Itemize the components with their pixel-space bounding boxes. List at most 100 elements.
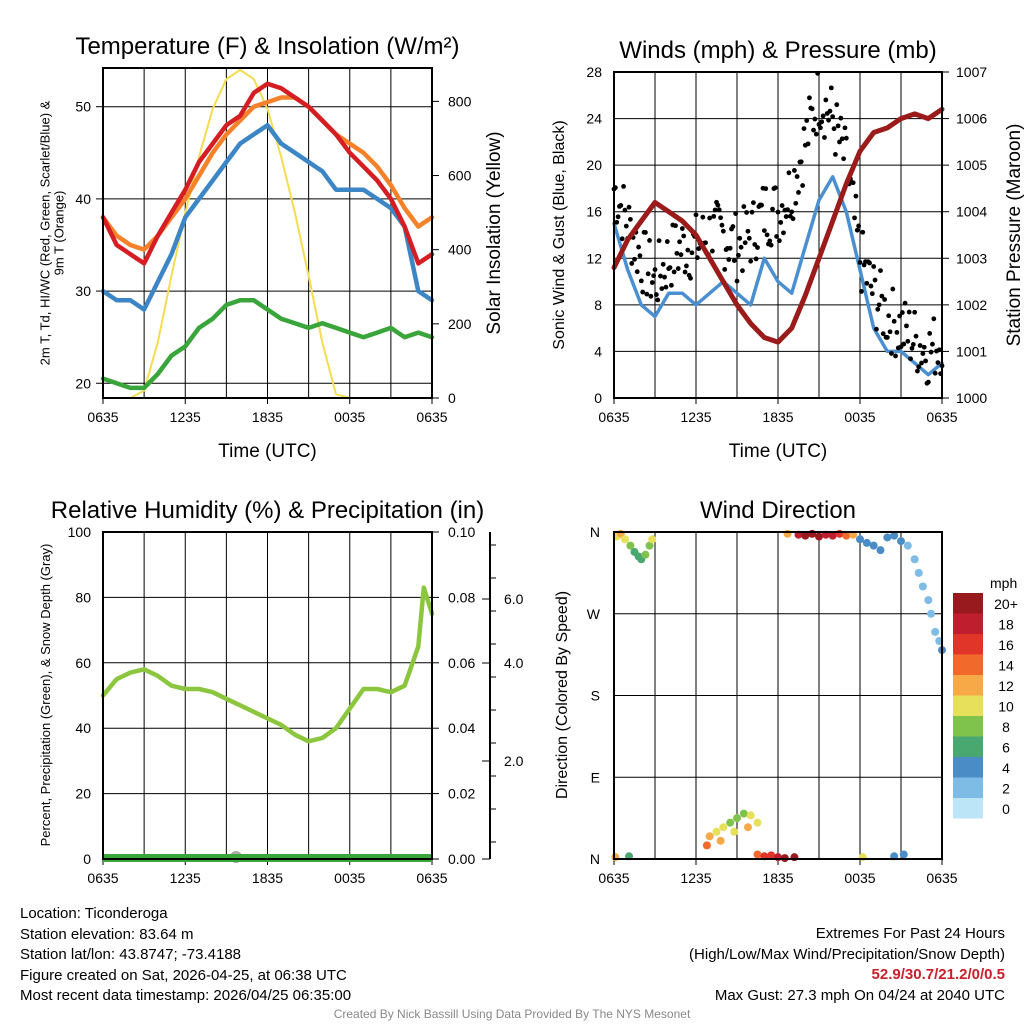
station-info: Location: Ticonderoga Station elevation:… (20, 904, 351, 1007)
y-tick-label: 20 (75, 375, 91, 391)
gust-point (837, 139, 842, 145)
created-text: Figure created on Sat, 2026-04-25, at 06… (20, 966, 347, 984)
gust-point (764, 232, 770, 238)
wind-direction-point (842, 531, 851, 540)
x-axis-label: Time (UTC) (729, 441, 828, 462)
gust-point (664, 239, 670, 244)
legend-title: mph (990, 575, 1017, 591)
y2-tick-label: 1002 (956, 297, 987, 313)
gust-point (718, 215, 723, 221)
gust-point (768, 242, 774, 248)
y2-tick-label: 0.06 (448, 655, 475, 671)
legend-label: 0 (1002, 801, 1010, 817)
chart-title: Wind Direction (700, 497, 856, 524)
wind-direction-point (730, 827, 739, 836)
gust-point (730, 224, 736, 229)
gust-point (910, 342, 916, 347)
panel-wind-direction: Wind Direction 0635 1235 1835 0035 0635 N E S W N D… (554, 497, 1018, 886)
wind-direction-point (914, 568, 923, 577)
gust-point (857, 260, 863, 265)
wind-direction-point (918, 582, 927, 591)
legend-swatch (953, 798, 983, 819)
wind-direction-point (753, 818, 762, 827)
gust-point (858, 289, 864, 294)
gust-point (637, 253, 643, 259)
legend-swatch (953, 593, 983, 614)
y2-tick-label: 600 (448, 168, 472, 184)
y2-tick-label: 1006 (956, 111, 987, 127)
y2-tick-label: 0.02 (448, 786, 475, 802)
extremes-desc: (High/Low/Max Wind/Precipitation/Snow De… (689, 945, 1005, 963)
gust-point (936, 347, 942, 353)
legend-swatch (953, 654, 983, 675)
gust-point (906, 309, 912, 315)
wind-direction-point (705, 832, 714, 841)
gust-point (643, 230, 648, 235)
wind-direction-point (719, 823, 728, 832)
gust-point (685, 247, 691, 253)
wind-direction-point (702, 841, 711, 850)
wind-direction-point (767, 851, 776, 860)
legend-label: 16 (998, 637, 1014, 653)
wind-direction-point (746, 811, 755, 820)
gust-point (647, 238, 652, 243)
x-tick-label: 0635 (598, 409, 629, 425)
gust-point (628, 216, 633, 222)
gust-point (834, 102, 840, 108)
x-tick-label: 1235 (680, 409, 711, 425)
wind-direction-point (876, 546, 885, 555)
wind-direction-point (626, 541, 635, 550)
wind-direction-point (897, 537, 905, 546)
legend-swatch (953, 757, 983, 778)
legend-label: 6 (1002, 740, 1010, 756)
chart-title: Relative Humidity (%) & Precipitation (i… (51, 497, 484, 524)
gust-point (822, 135, 827, 140)
max-gust-text: Max Gust: 27.3 mph On 04/24 at 2040 UTC (714, 986, 1005, 1004)
extremes-info: Extremes For Past 24 Hours (High/Low/Max… (689, 924, 1005, 1006)
gust-point (681, 233, 687, 239)
y-tick-label: W (587, 606, 601, 622)
x-tick-label: 0635 (416, 409, 447, 425)
gust-point (917, 343, 923, 348)
gust-point (659, 286, 665, 292)
wind-direction-point (716, 836, 725, 845)
gust-point (658, 273, 663, 279)
chart-title: Winds (mph) & Pressure (mb) (619, 37, 936, 64)
y-tick-label: 50 (75, 99, 91, 115)
legend-swatch (953, 777, 983, 798)
gust-point (662, 274, 667, 280)
gust-point (915, 368, 920, 374)
gust-point (804, 118, 810, 123)
gust-point (722, 267, 728, 272)
chart-title: Temperature (F) & Insolation (W/m²) (75, 33, 459, 60)
gust-point (838, 115, 844, 121)
gust-point (753, 256, 759, 262)
gust-point (671, 269, 677, 275)
gust-point (663, 284, 669, 290)
gust-point (656, 238, 662, 244)
gust-point (781, 230, 786, 236)
gust-point (712, 207, 718, 213)
gust-point (669, 282, 674, 288)
gust-point (935, 360, 941, 366)
x-tick-label: 1835 (252, 409, 283, 425)
gust-point (638, 278, 644, 284)
gust-point (632, 256, 637, 262)
gust-point (852, 215, 857, 221)
gust-point (645, 271, 651, 277)
y-tick-label: 12 (586, 250, 602, 266)
gust-point (653, 292, 659, 297)
gust-point (819, 119, 825, 125)
wind-direction-point (828, 531, 837, 540)
gust-point (744, 210, 749, 215)
gust-point (700, 214, 706, 220)
gust-point (688, 275, 693, 281)
gust-point (789, 209, 795, 215)
y-tick-label: 20 (586, 157, 602, 173)
gust-point (905, 338, 911, 344)
x-tick-label: 0635 (416, 870, 447, 886)
plot-border (102, 67, 433, 399)
x-tick-label: 1835 (252, 870, 283, 886)
gust-point (715, 202, 721, 208)
gust-point (869, 291, 875, 297)
